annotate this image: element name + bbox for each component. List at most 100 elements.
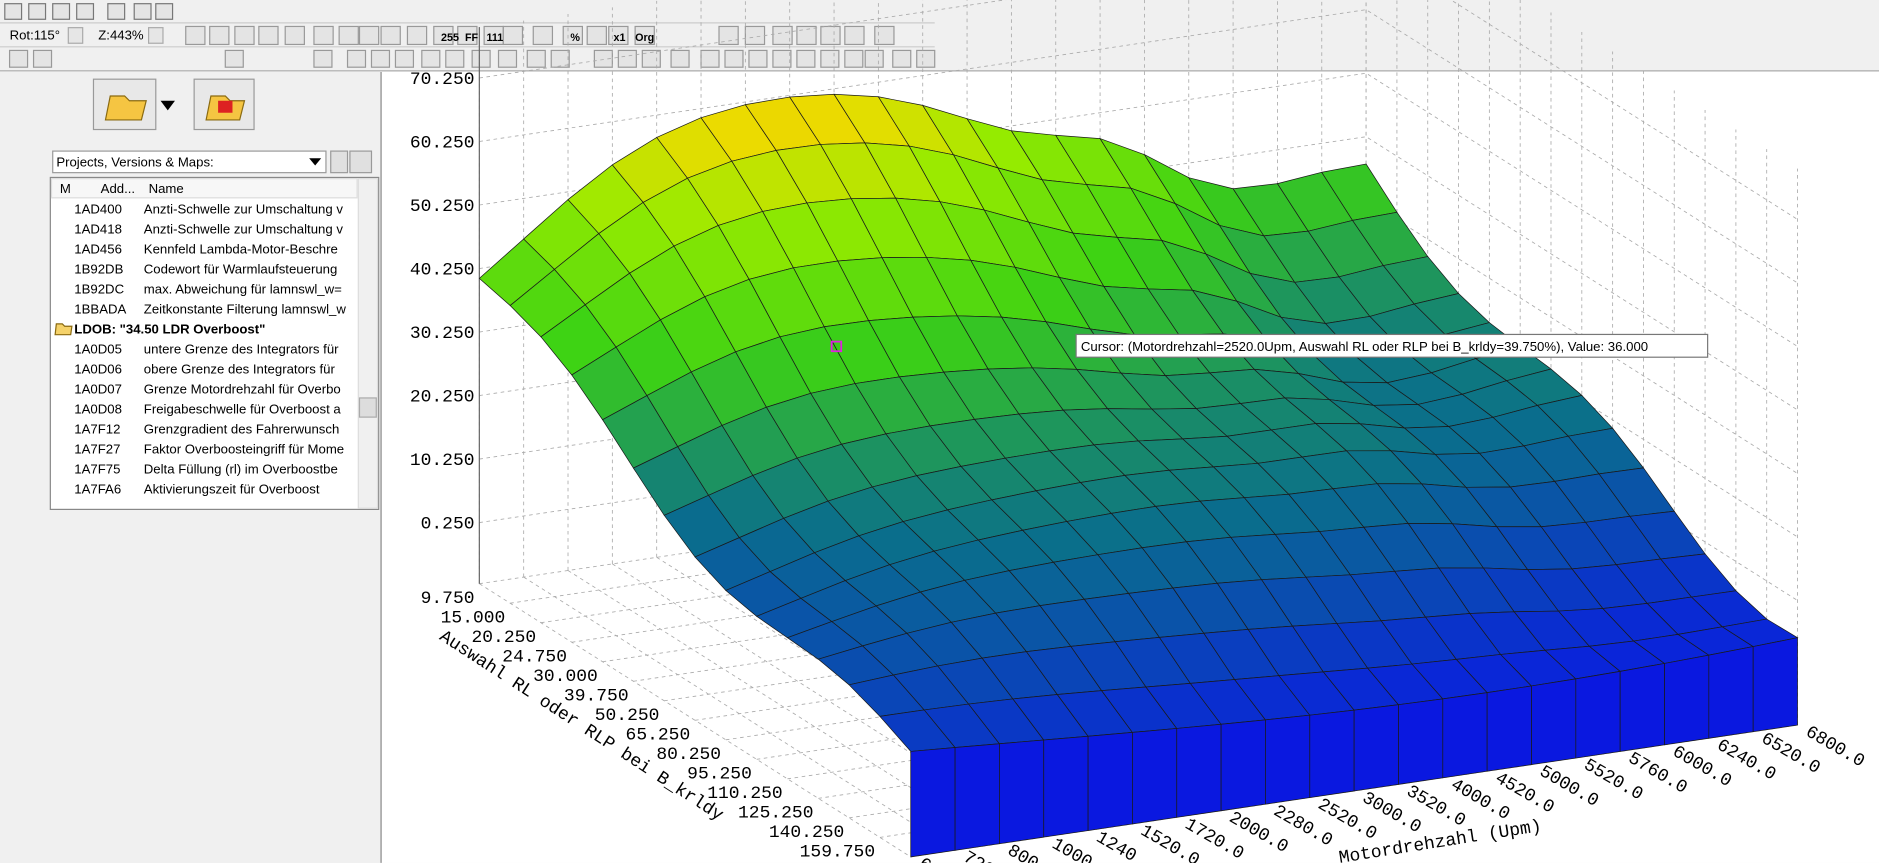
row-address[interactable]: 1A7FA6	[74, 482, 121, 497]
tool-button[interactable]	[744, 25, 766, 46]
row-name[interactable]: Codewort für Warmlaufsteuerung	[144, 261, 338, 276]
tool-button-label[interactable]: 255	[441, 32, 459, 44]
column-header[interactable]: Name	[149, 181, 184, 196]
row-name[interactable]: Faktor Overboosteingriff für Mome	[144, 442, 344, 457]
refresh-button[interactable]	[349, 150, 373, 174]
row-name[interactable]: Anzti-Schwelle zur Umschaltung v	[144, 201, 344, 216]
tool-button[interactable]	[772, 25, 793, 46]
tool-button[interactable]	[133, 3, 152, 20]
tool-button[interactable]	[634, 25, 655, 46]
row-address[interactable]: 1A0D08	[74, 402, 122, 417]
view-select[interactable]	[52, 150, 327, 174]
tool-button[interactable]	[4, 3, 23, 20]
row-address[interactable]: 1AD400	[74, 201, 122, 216]
tool-button[interactable]	[916, 49, 936, 68]
tool-button[interactable]	[532, 25, 554, 46]
tool-button[interactable]	[370, 49, 391, 68]
tool-button[interactable]	[380, 25, 401, 46]
tool-button[interactable]	[641, 49, 661, 68]
tool-button[interactable]	[844, 25, 865, 46]
row-name[interactable]: Aktivierungszeit für Overboost	[144, 482, 320, 497]
group-label[interactable]: LDOB: "34.50 LDR Overboost"	[74, 321, 265, 336]
tool-button-label[interactable]: Org	[635, 32, 654, 44]
row-address[interactable]: 1A0D07	[74, 382, 122, 397]
tool-button[interactable]	[32, 49, 53, 68]
row-address[interactable]: 1A7F75	[74, 462, 120, 477]
column-header[interactable]: M	[60, 181, 71, 196]
tool-button[interactable]	[52, 3, 71, 20]
tool-button[interactable]	[433, 25, 454, 46]
tool-button[interactable]	[670, 49, 690, 68]
row-address[interactable]: 1A0D05	[74, 341, 122, 356]
row-address[interactable]: 1AD456	[74, 241, 122, 256]
row-address[interactable]: 1AD418	[74, 221, 122, 236]
tool-button[interactable]	[748, 49, 768, 68]
tool-button[interactable]	[209, 25, 230, 46]
row-address[interactable]: 1B92DC	[74, 281, 124, 296]
tool-button[interactable]	[406, 25, 428, 46]
tool-button[interactable]	[874, 25, 895, 46]
tool-button[interactable]	[772, 49, 792, 68]
tool-button[interactable]	[471, 49, 491, 68]
tool-button[interactable]	[892, 49, 912, 68]
row-address[interactable]: 1B92DB	[74, 261, 123, 276]
tool-button[interactable]	[185, 25, 206, 46]
tool-button[interactable]	[820, 49, 840, 68]
tool-button-label[interactable]: 111	[487, 32, 504, 44]
tool-button[interactable]	[550, 49, 570, 68]
tool-button[interactable]	[864, 49, 884, 68]
row-address[interactable]: 1A7F12	[74, 422, 120, 437]
tool-button[interactable]	[844, 49, 864, 68]
tool-button[interactable]	[155, 3, 174, 20]
dropdown-arrow[interactable]	[160, 100, 175, 111]
tool-button[interactable]	[8, 49, 29, 68]
tool-button[interactable]	[358, 25, 380, 46]
tool-button[interactable]	[586, 25, 607, 46]
tool-button[interactable]	[313, 25, 334, 46]
spin-button[interactable]	[67, 27, 84, 44]
filter-button[interactable]	[330, 150, 349, 174]
dropdown-arrow[interactable]	[309, 158, 322, 166]
spin-button[interactable]	[147, 27, 164, 44]
tool-button[interactable]	[76, 3, 95, 20]
row-address[interactable]: 1BBADA	[74, 301, 126, 316]
zoom-field[interactable]: Z:443%	[98, 28, 144, 43]
row-name[interactable]: Grenze Motordrehzahl für Overbo	[144, 382, 341, 397]
row-name[interactable]: Delta Füllung (rl) im Overboostbe	[144, 462, 338, 477]
tool-button[interactable]	[617, 49, 637, 68]
tool-button[interactable]	[284, 25, 305, 46]
tool-button[interactable]	[28, 3, 47, 20]
tool-button-label[interactable]: x1	[614, 32, 626, 44]
tool-button[interactable]	[608, 25, 629, 46]
row-name[interactable]: untere Grenze des Integrators für	[144, 341, 339, 356]
tool-button[interactable]	[526, 49, 546, 68]
tool-button[interactable]	[502, 25, 524, 46]
tool-button[interactable]	[718, 25, 739, 46]
tool-button[interactable]	[338, 25, 359, 46]
tool-button[interactable]	[700, 49, 720, 68]
tool-button-label[interactable]: %	[570, 32, 580, 44]
row-name[interactable]: Kennfeld Lambda-Motor-Beschre	[144, 241, 338, 256]
tool-button[interactable]	[313, 49, 333, 68]
scrollbar[interactable]	[357, 178, 379, 509]
tool-button[interactable]	[394, 49, 415, 68]
row-address[interactable]: 1A0D06	[74, 362, 122, 377]
tool-button[interactable]	[234, 25, 255, 46]
scroll-thumb[interactable]	[358, 397, 377, 418]
tool-button[interactable]	[497, 49, 518, 68]
rotation-field[interactable]: Rot:115°	[10, 28, 60, 43]
tool-button[interactable]	[445, 49, 465, 68]
tool-button[interactable]	[421, 49, 441, 68]
row-name[interactable]: Freigabeschwelle für Overboost a	[144, 402, 342, 417]
tool-button[interactable]	[796, 49, 816, 68]
tool-button[interactable]	[346, 49, 367, 68]
tool-button-label[interactable]: FF	[465, 32, 479, 44]
tool-button[interactable]	[820, 25, 841, 46]
tool-button[interactable]	[224, 49, 244, 68]
tool-button[interactable]	[724, 49, 744, 68]
row-name[interactable]: max. Abweichung für lamnswl_w=	[144, 281, 342, 296]
row-name[interactable]: Zeitkonstante Filterung lamnswl_w	[144, 301, 347, 316]
tool-button[interactable]	[457, 25, 478, 46]
tool-button[interactable]	[258, 25, 279, 46]
tool-button[interactable]	[796, 25, 817, 46]
